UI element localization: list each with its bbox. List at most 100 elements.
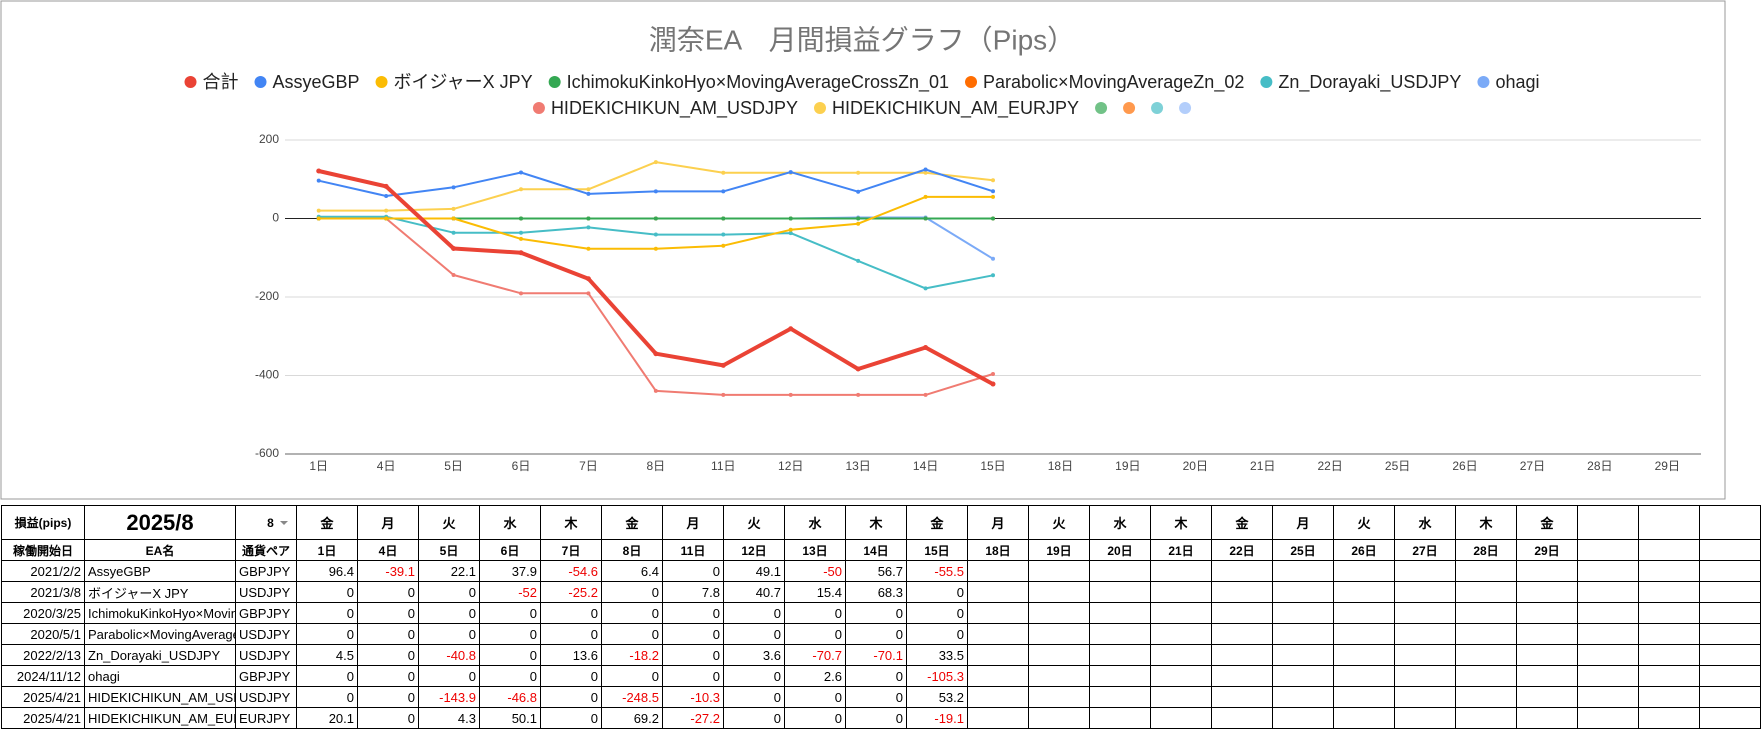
data-point xyxy=(451,216,456,221)
empty-cell xyxy=(1333,602,1395,624)
pips-value: 0 xyxy=(296,581,358,603)
legend-marker xyxy=(1095,102,1108,114)
empty-cell xyxy=(1089,644,1151,666)
pips-value: 0 xyxy=(357,623,419,645)
empty-cell xyxy=(967,581,1029,603)
weekday-header: 水 xyxy=(1394,505,1456,540)
ea-name: HIDEKICHIKUN_AM_USDJPY xyxy=(84,686,236,708)
pips-value: 3.6 xyxy=(723,644,785,666)
data-point xyxy=(788,227,793,232)
currency-pair: GBPJPY xyxy=(235,665,297,687)
table-row: 2020/5/1Parabolic×MovingAverageZn_02USDJ… xyxy=(1,623,1761,645)
day-header: 12日 xyxy=(723,539,785,561)
month-select[interactable]: 8 xyxy=(235,505,297,540)
pips-value: 22.1 xyxy=(418,560,480,582)
weekday-header: 金 xyxy=(601,505,663,540)
legend-marker xyxy=(375,76,388,88)
data-point xyxy=(316,208,321,213)
pips-value: 0 xyxy=(784,623,846,645)
empty-cell xyxy=(1089,623,1151,645)
pips-value: -143.9 xyxy=(418,686,480,708)
weekday-header: 水 xyxy=(479,505,541,540)
empty-cell xyxy=(1394,707,1456,729)
day-header: 5日 xyxy=(418,539,480,561)
data-point xyxy=(788,326,794,332)
start-date: 2024/11/12 xyxy=(1,665,85,687)
pips-value: 7.8 xyxy=(662,581,724,603)
pips-value: 0 xyxy=(540,686,602,708)
data-point xyxy=(788,231,793,236)
empty-cell xyxy=(1516,707,1578,729)
data-point xyxy=(855,366,861,372)
legend-marker xyxy=(965,76,978,88)
weekday-header: 月 xyxy=(662,505,724,540)
chart: 潤奈EA 月間損益グラフ（Pips） -600 -400 -200 0 200 1日 4日 5… xyxy=(0,0,1726,500)
weekday-header: 金 xyxy=(1516,505,1578,540)
pips-value: 0 xyxy=(357,665,419,687)
pips-value: 0 xyxy=(479,623,541,645)
empty-cell xyxy=(1333,707,1395,729)
day-header: 18日 xyxy=(967,539,1029,561)
pips-value: -40.8 xyxy=(418,644,480,666)
legend-item: HIDEKICHIKUN_AM_USDJPY xyxy=(532,98,798,119)
data-point xyxy=(384,194,389,199)
day-header: 27日 xyxy=(1394,539,1456,561)
empty-cell xyxy=(1638,560,1700,582)
empty-cell xyxy=(1150,665,1212,687)
data-point xyxy=(856,189,861,194)
pips-value: 0 xyxy=(540,707,602,729)
empty-cell xyxy=(1577,602,1639,624)
pips-value: -27.2 xyxy=(662,707,724,729)
data-point xyxy=(856,170,861,175)
data-point xyxy=(586,187,591,192)
data-point xyxy=(384,208,389,213)
data-point xyxy=(519,187,523,192)
empty-cell xyxy=(1211,623,1273,645)
day-header: 21日 xyxy=(1150,539,1212,561)
day-header: 26日 xyxy=(1333,539,1395,561)
data-point xyxy=(316,168,322,174)
currency-pair: GBPJPY xyxy=(235,602,297,624)
x-tick-label: 22日 xyxy=(1317,459,1342,473)
empty-cell xyxy=(1150,581,1212,603)
empty-cell xyxy=(1272,644,1334,666)
empty-cell xyxy=(1089,560,1151,582)
empty-cell xyxy=(1272,707,1334,729)
data-point xyxy=(519,230,523,235)
y-tick-label: -600 xyxy=(255,446,279,460)
empty-cell xyxy=(1638,602,1700,624)
pips-value: 0 xyxy=(418,665,480,687)
data-point xyxy=(856,392,861,397)
legend-item: IchimokuKinkoHyo×MovingAverageCrossZn_01 xyxy=(548,72,949,93)
legend-item xyxy=(1123,102,1136,114)
empty-cell xyxy=(1211,707,1273,729)
pips-value: 0 xyxy=(723,707,785,729)
empty-cell xyxy=(1150,623,1212,645)
day-header: 6日 xyxy=(479,539,541,561)
empty-cell xyxy=(1028,665,1090,687)
pips-value: 0 xyxy=(357,644,419,666)
pips-value: 0 xyxy=(662,602,724,624)
pips-value: 0 xyxy=(845,602,907,624)
ea-name: IchimokuKinkoHyo×MovingAverageCrossZn_01 xyxy=(84,602,236,624)
empty-cell xyxy=(1211,581,1273,603)
x-tick-label: 6日 xyxy=(512,459,531,473)
start-date: 2020/5/1 xyxy=(1,623,85,645)
empty-cell xyxy=(1211,665,1273,687)
x-tick-label: 26日 xyxy=(1452,459,1477,473)
empty-cell xyxy=(1089,602,1151,624)
x-tick-label: 5日 xyxy=(444,459,463,473)
pips-value: 0 xyxy=(845,707,907,729)
legend-label: ボイジャーX JPY xyxy=(394,72,533,92)
empty-cell xyxy=(1577,623,1639,645)
data-point xyxy=(451,272,456,277)
currency-pair: USDJPY xyxy=(235,644,297,666)
empty-cell xyxy=(1516,602,1578,624)
empty-cell xyxy=(1699,665,1761,687)
legend-marker xyxy=(1260,76,1273,88)
data-point xyxy=(384,216,389,221)
weekday-header: 金 xyxy=(906,505,968,540)
legend-label: Parabolic×MovingAverageZn_02 xyxy=(983,72,1244,93)
weekday-header: 火 xyxy=(723,505,785,540)
pips-value: 0 xyxy=(906,623,968,645)
